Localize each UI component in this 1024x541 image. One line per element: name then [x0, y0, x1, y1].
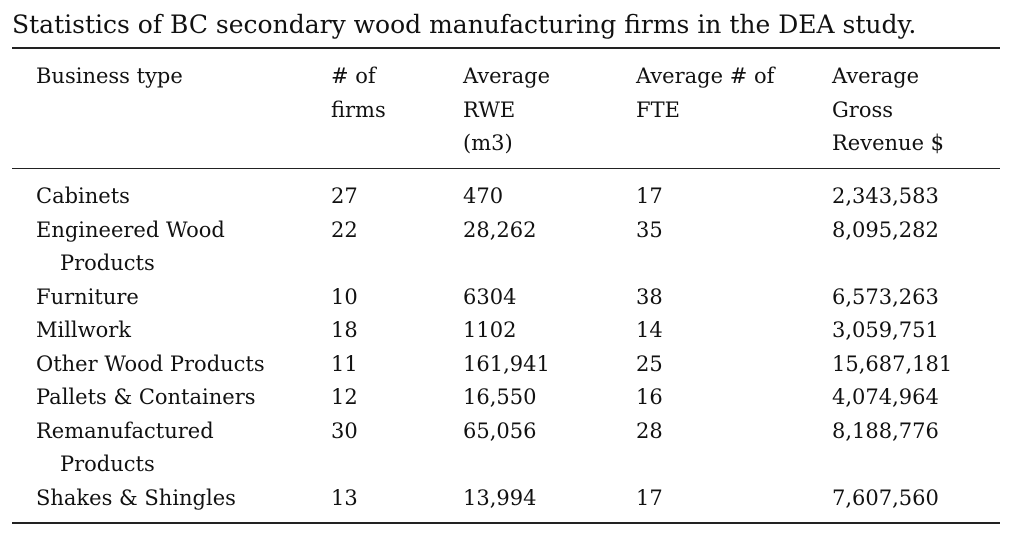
table-row-firms: 12 — [331, 385, 358, 409]
table-row-firms: 11 — [331, 351, 358, 376]
table-header-rule — [12, 168, 1000, 169]
table-row-firms: 18 — [331, 318, 358, 342]
table-row-revenue: 15,687,181 — [832, 351, 953, 376]
table-row-fte: 28 — [636, 418, 663, 443]
table-row-fte: 17 — [636, 184, 663, 208]
table-row-fte: 38 — [636, 284, 663, 309]
business-type-line1: Furniture — [36, 284, 139, 309]
business-type-line2: Products — [60, 251, 155, 275]
business-type-line1: Millwork — [36, 318, 132, 342]
table-row-rwe: 28,262 — [463, 217, 537, 242]
header-avg-fte-line1: Average # of — [636, 64, 775, 88]
table-row-business-type: Other Wood Products — [36, 348, 265, 382]
header-avg-rwe: Average RWE (m3) — [463, 60, 550, 161]
table-row-rwe: 1102 — [463, 318, 517, 342]
table-row-business-type: Engineered Wood Products — [36, 214, 225, 281]
table-row-rwe: 470 — [463, 184, 504, 208]
header-business-type: Business type — [36, 60, 183, 94]
business-type-line1: Remanufactured — [36, 418, 214, 443]
header-avg-rwe-line1: Average — [463, 64, 551, 88]
business-type-line2: Products — [60, 452, 155, 476]
table-row-rwe: 13,994 — [463, 485, 537, 510]
table-row-business-type: Pallets & Containers — [36, 381, 256, 415]
table-row-revenue: 2,343,583 — [832, 184, 939, 208]
table-row-revenue: 3,059,751 — [832, 318, 939, 342]
header-avg-revenue-line3: Revenue $ — [832, 131, 945, 155]
table-caption: Statistics of BC secondary wood manufact… — [12, 10, 917, 39]
table-row-business-type: Shakes & Shingles — [36, 482, 236, 516]
header-avg-rwe-line3: (m3) — [463, 131, 513, 155]
table-row-rwe: 6304 — [463, 284, 517, 309]
table-row-fte: 14 — [636, 318, 663, 342]
header-avg-rwe-line2: RWE — [463, 97, 516, 122]
table-row-firms: 10 — [331, 284, 358, 309]
table-row-revenue: 8,095,282 — [832, 217, 939, 242]
table-row-rwe: 16,550 — [463, 385, 537, 409]
header-avg-fte-line2: FTE — [636, 97, 680, 122]
table-row-rwe: 161,941 — [463, 351, 550, 376]
header-avg-fte: Average # of FTE — [636, 60, 774, 127]
table-row-business-type: Remanufactured Products — [36, 415, 214, 482]
table-row-business-type: Millwork — [36, 314, 131, 348]
table-row-firms: 22 — [331, 217, 358, 242]
header-num-firms-line1: # of — [331, 64, 376, 88]
table-bottom-rule — [12, 522, 1000, 524]
table-row-firms: 27 — [331, 184, 358, 208]
header-num-firms: # of firms — [331, 60, 386, 127]
business-type-line1: Other Wood Products — [36, 351, 265, 376]
header-avg-revenue: Average Gross Revenue $ — [832, 60, 944, 161]
header-avg-revenue-line1: Average — [832, 64, 920, 88]
table-row-rwe: 65,056 — [463, 418, 537, 443]
table-row-firms: 30 — [331, 418, 358, 443]
header-business-type-text: Business type — [36, 64, 183, 88]
table-row-fte: 17 — [636, 485, 663, 510]
table-top-rule — [12, 47, 1000, 49]
table-row-fte: 35 — [636, 217, 663, 242]
table-row-business-type: Furniture — [36, 281, 139, 315]
table-row-revenue: 7,607,560 — [832, 485, 939, 510]
table-row-revenue: 8,188,776 — [832, 418, 939, 443]
header-avg-revenue-line2: Gross — [832, 97, 894, 122]
table-row-revenue: 4,074,964 — [832, 385, 939, 409]
table-row-business-type: Cabinets — [36, 180, 130, 214]
table-row-fte: 16 — [636, 385, 663, 409]
business-type-line1: Pallets & Containers — [36, 385, 256, 409]
business-type-line1: Cabinets — [36, 184, 130, 208]
header-num-firms-line2: firms — [331, 97, 386, 122]
business-type-line1: Engineered Wood — [36, 217, 225, 242]
table-row-revenue: 6,573,263 — [832, 284, 939, 309]
table-row-fte: 25 — [636, 351, 663, 376]
business-type-line1: Shakes & Shingles — [36, 485, 236, 510]
table-row-firms: 13 — [331, 485, 358, 510]
